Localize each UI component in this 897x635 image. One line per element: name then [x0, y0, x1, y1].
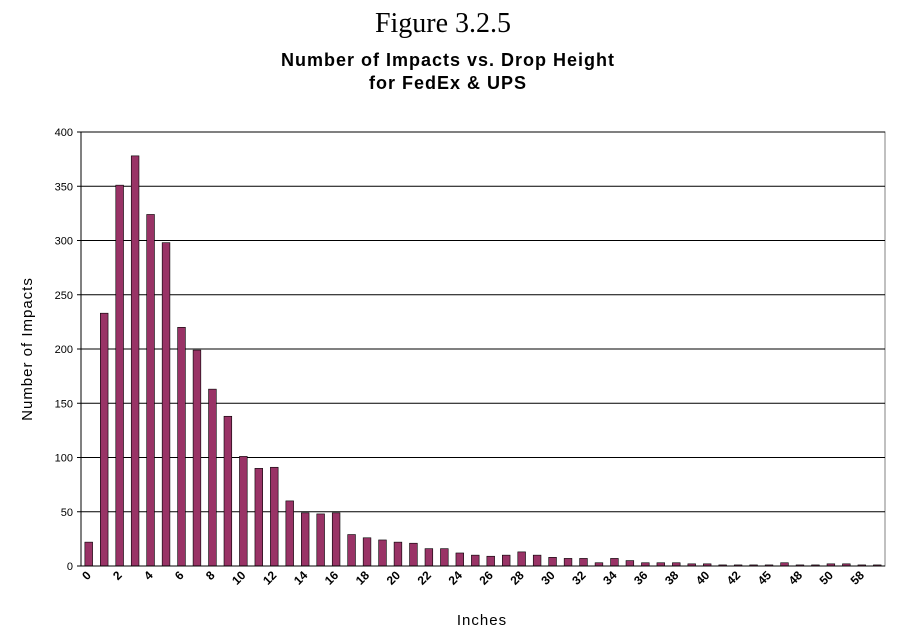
y-tick-label: 350 — [55, 181, 73, 193]
bar — [517, 551, 526, 567]
x-tick-label: 6 — [172, 568, 187, 583]
x-tick-label: 22 — [415, 568, 435, 588]
x-tick-label: 58 — [848, 568, 868, 588]
bar — [84, 541, 93, 567]
bar — [146, 214, 155, 567]
bar — [285, 500, 294, 567]
x-tick-label: 4 — [141, 568, 156, 583]
x-tick-label: 14 — [291, 568, 311, 588]
bar — [548, 557, 557, 567]
x-tick-label: 40 — [693, 568, 713, 588]
bar — [161, 242, 171, 567]
x-tick-label: 32 — [569, 568, 589, 588]
y-axis-label: Number of Impacts — [19, 277, 36, 421]
y-tick-label: 300 — [55, 236, 73, 248]
bar — [393, 541, 403, 567]
x-tick-labels: 0 2 4 6 8 10 12 14 16 18 20 22 24 26 28 30 32 34 36 38 40 42 4… — [79, 568, 867, 588]
bar — [208, 388, 217, 567]
x-tick-label: 26 — [477, 568, 497, 588]
bar — [301, 512, 310, 567]
bar — [177, 326, 186, 567]
chart-title: Number of Impacts vs. Drop Height — [281, 50, 615, 70]
y-tick-label: 400 — [55, 127, 73, 139]
y-tick-label: 150 — [55, 398, 73, 410]
bar — [502, 554, 511, 567]
bar — [316, 513, 325, 567]
bar — [471, 554, 480, 567]
bar — [223, 415, 233, 567]
bar — [115, 184, 124, 567]
chart-subtitle: for FedEx & UPS — [369, 73, 527, 93]
bar — [486, 555, 495, 567]
x-tick-label: 16 — [322, 568, 342, 588]
bar — [532, 554, 542, 567]
bar — [239, 456, 248, 567]
bar — [331, 512, 341, 567]
bar — [100, 312, 109, 567]
bar — [424, 548, 434, 567]
x-tick-label: 38 — [662, 568, 682, 588]
bar — [347, 534, 356, 567]
bar — [130, 155, 140, 567]
x-tick-label: 42 — [724, 568, 744, 588]
bar — [270, 466, 279, 567]
x-tick-label: 34 — [600, 568, 620, 588]
bar — [625, 560, 635, 567]
bar — [378, 539, 387, 567]
y-tick-label: 0 — [67, 561, 73, 573]
figure-label: Figure 3.2.5 — [375, 8, 511, 39]
bar — [563, 558, 573, 567]
x-axis-label: Inches — [457, 612, 507, 629]
x-tick-label: 28 — [507, 568, 527, 588]
bar — [362, 537, 372, 567]
x-tick-label: 20 — [384, 568, 404, 588]
bar — [610, 558, 619, 567]
bar — [440, 548, 449, 567]
bar — [579, 558, 588, 567]
x-tick-label: 30 — [538, 568, 558, 588]
bar — [192, 349, 202, 567]
x-tick-label: 50 — [817, 568, 837, 588]
x-tick-label: 8 — [203, 568, 218, 583]
bar — [254, 468, 263, 567]
x-tick-label: 10 — [229, 568, 249, 588]
x-tick-label: 24 — [446, 568, 466, 588]
y-tick-labels: 0 50 100 150 200 250 300 350 400 — [55, 127, 81, 573]
bar — [409, 542, 418, 567]
x-tick-label: 0 — [79, 568, 94, 583]
y-tick-label: 250 — [55, 290, 73, 302]
x-tick-label: 2 — [110, 568, 125, 583]
x-tick-label: 36 — [631, 568, 651, 588]
x-tick-label: 45 — [755, 568, 775, 588]
x-tick-label: 12 — [260, 568, 280, 588]
y-tick-label: 200 — [55, 344, 73, 356]
bar — [455, 552, 464, 567]
y-tick-label: 50 — [61, 507, 73, 519]
y-tick-label: 100 — [55, 453, 73, 465]
x-tick-label: 18 — [353, 568, 373, 588]
x-tick-label: 48 — [786, 568, 806, 588]
